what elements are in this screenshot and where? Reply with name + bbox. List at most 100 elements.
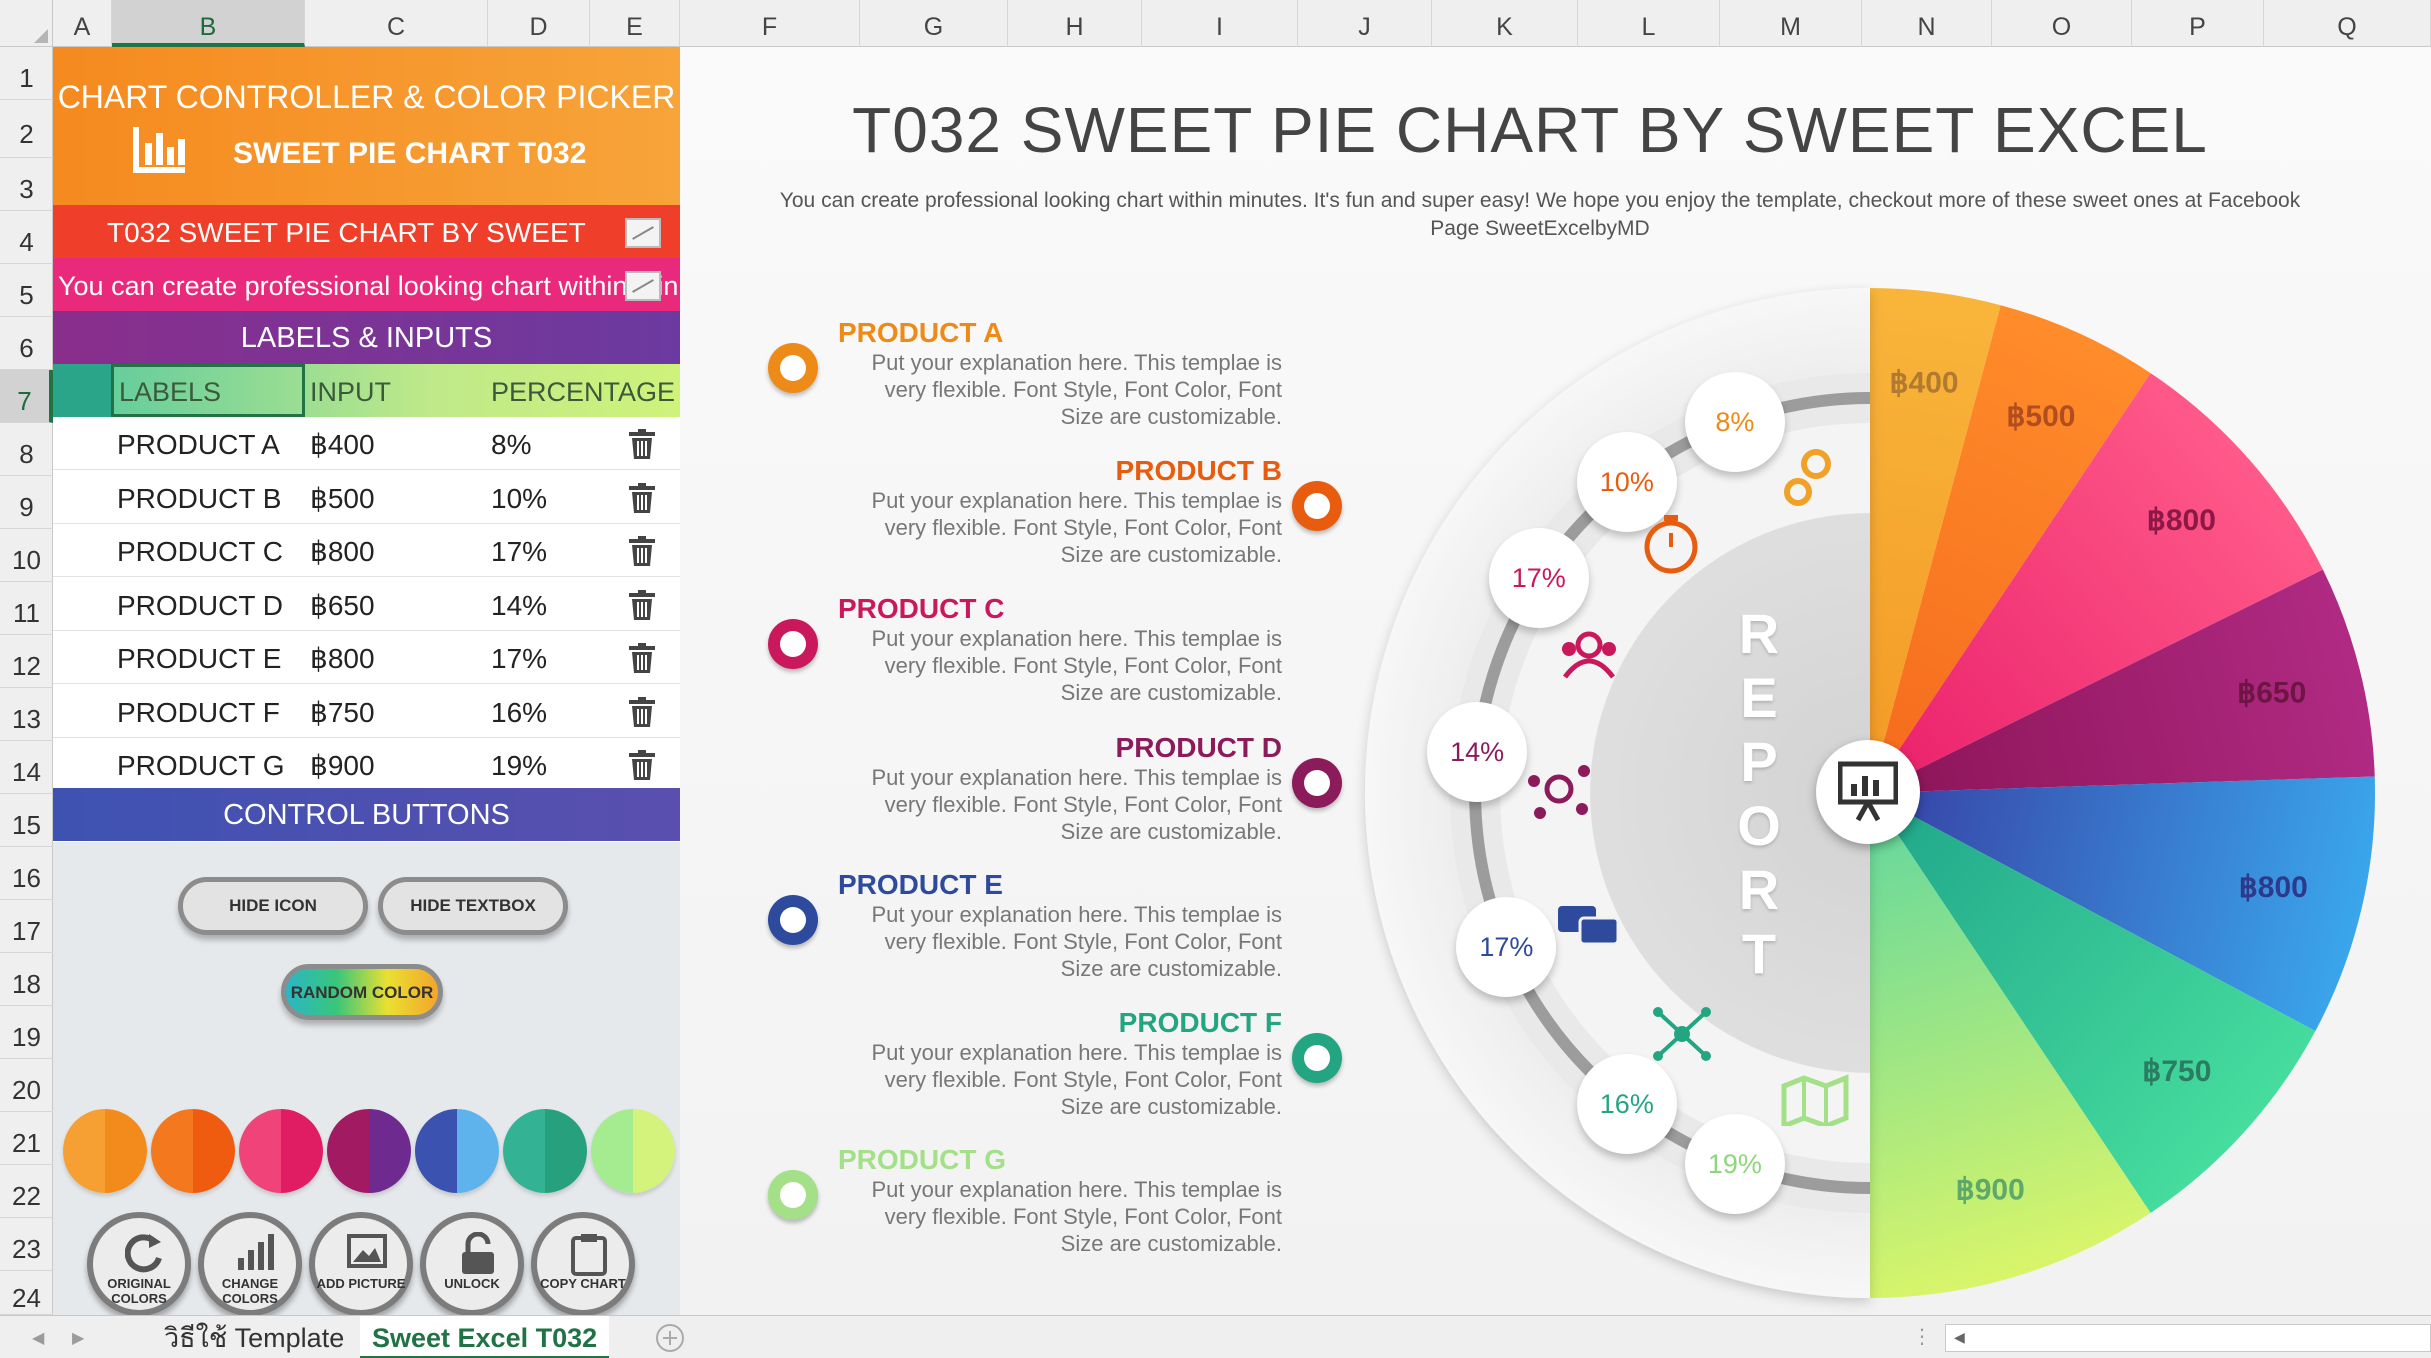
row-header-10[interactable]: 10 [0, 529, 53, 582]
tab-how-to-use[interactable]: วิธีใช้ Template [164, 1323, 345, 1353]
tab-scroll-right-icon[interactable]: ▶ [72, 1330, 85, 1347]
row-label[interactable]: PRODUCT E [117, 643, 282, 674]
original-colors-button[interactable]: ORIGINAL COLORS [87, 1212, 191, 1316]
row-input[interactable]: ฿750 [310, 696, 375, 728]
unlock-button[interactable]: UNLOCK [420, 1212, 524, 1316]
tab-scroll-left-icon[interactable]: ◀ [32, 1330, 45, 1347]
pie-slice-product-c[interactable] [1870, 373, 2323, 793]
row-header-24[interactable]: 24 [0, 1271, 53, 1315]
row-header-15[interactable]: 15 [0, 794, 53, 847]
row-header-17[interactable]: 17 [0, 900, 53, 953]
column-header-d[interactable]: D [488, 0, 590, 47]
column-header-i[interactable]: I [1142, 0, 1298, 47]
pie-slice-product-a[interactable] [1870, 288, 2001, 793]
column-header-e[interactable]: E [590, 0, 680, 47]
row-input[interactable]: ฿900 [310, 750, 375, 781]
trash-icon[interactable] [629, 643, 655, 673]
select-all-corner[interactable] [0, 0, 53, 47]
row-label[interactable]: PRODUCT F [117, 696, 280, 728]
color-swatch[interactable] [239, 1109, 323, 1193]
add-picture-button[interactable]: ADD PICTURE [309, 1212, 413, 1316]
row-header-3[interactable]: 3 [0, 158, 53, 211]
row-percentage[interactable]: 19% [491, 750, 548, 781]
trash-icon[interactable] [629, 482, 655, 513]
row-percentage[interactable]: 10% [491, 482, 548, 514]
row-header-16[interactable]: 16 [0, 847, 53, 900]
row-input[interactable]: ฿800 [310, 643, 375, 674]
column-header-n[interactable]: N [1862, 0, 1992, 47]
pie-slice-product-g[interactable] [1870, 793, 2151, 1298]
row-header-20[interactable]: 20 [0, 1059, 53, 1112]
row-header-1[interactable]: 1 [0, 47, 53, 100]
row-header-19[interactable]: 19 [0, 1006, 53, 1059]
column-header-g[interactable]: G [860, 0, 1008, 47]
trash-icon[interactable] [629, 589, 655, 620]
row-percentage[interactable]: 16% [491, 696, 548, 728]
color-swatch[interactable] [503, 1109, 587, 1193]
row-header-2[interactable]: 2 [0, 100, 53, 158]
column-header-b[interactable]: B [112, 0, 305, 47]
chart-desc-cell[interactable]: You can create professional looking char… [53, 258, 680, 311]
row-percentage[interactable]: 17% [491, 643, 548, 674]
trash-icon[interactable] [629, 696, 655, 727]
color-swatch[interactable] [63, 1109, 147, 1193]
column-header-o[interactable]: O [1992, 0, 2132, 47]
row-header-21[interactable]: 21 [0, 1112, 53, 1165]
row-label[interactable]: PRODUCT B [117, 482, 282, 514]
row-input[interactable]: ฿800 [310, 536, 375, 567]
row-label[interactable]: PRODUCT D [117, 589, 283, 621]
row-input[interactable]: ฿650 [310, 589, 375, 621]
center-presentation-button[interactable] [1816, 740, 1920, 844]
pie-slice-product-b[interactable] [1870, 305, 2151, 793]
column-header-a[interactable]: A [53, 0, 112, 47]
column-header-l[interactable]: L [1578, 0, 1720, 47]
row-header-12[interactable]: 12 [0, 635, 53, 688]
copy-chart-button[interactable]: COPY CHART [531, 1212, 635, 1316]
horizontal-scrollbar[interactable]: ◀ [1945, 1324, 2431, 1352]
color-swatch[interactable] [151, 1109, 235, 1193]
trash-icon[interactable] [629, 429, 655, 459]
row-label[interactable]: PRODUCT G [117, 750, 285, 781]
scroll-left-arrow-icon[interactable]: ◀ [1954, 1329, 1965, 1345]
hide-icon-button[interactable]: HIDE ICON [178, 877, 368, 935]
trash-icon[interactable] [629, 536, 655, 566]
column-header-q[interactable]: Q [2264, 0, 2431, 47]
row-header-4[interactable]: 4 [0, 211, 53, 264]
random-color-button[interactable]: RANDOM COLOR [281, 964, 443, 1020]
row-header-8[interactable]: 8 [0, 423, 53, 476]
column-header-j[interactable]: J [1298, 0, 1432, 47]
row-percentage[interactable]: 8% [491, 429, 532, 460]
row-input[interactable]: ฿500 [310, 482, 375, 514]
column-header-k[interactable]: K [1432, 0, 1578, 47]
row-header-7[interactable]: 7 [0, 370, 53, 423]
column-header-m[interactable]: M [1720, 0, 1862, 47]
row-percentage[interactable]: 14% [491, 589, 548, 621]
column-header-f[interactable]: F [680, 0, 860, 47]
pie-slice-product-f[interactable] [1870, 793, 2316, 1213]
add-sheet-icon[interactable] [654, 1322, 686, 1354]
row-header-6[interactable]: 6 [0, 317, 53, 370]
row-label[interactable]: PRODUCT A [117, 429, 280, 460]
tab-sweet-excel-t032[interactable]: Sweet Excel T032 [360, 1316, 610, 1358]
row-header-5[interactable]: 5 [0, 264, 53, 317]
color-swatch[interactable] [327, 1109, 411, 1193]
row-header-14[interactable]: 14 [0, 741, 53, 794]
row-input[interactable]: ฿400 [310, 429, 375, 460]
hide-textbox-button[interactable]: HIDE TEXTBOX [378, 877, 568, 935]
row-label[interactable]: PRODUCT C [117, 536, 283, 567]
row-percentage[interactable]: 17% [491, 536, 548, 567]
row-header-11[interactable]: 11 [0, 582, 53, 635]
trash-icon[interactable] [629, 750, 655, 780]
row-header-22[interactable]: 22 [0, 1165, 53, 1218]
change-colors-button[interactable]: CHANGE COLORS [198, 1212, 302, 1316]
row-header-23[interactable]: 23 [0, 1218, 53, 1271]
row-header-18[interactable]: 18 [0, 953, 53, 1006]
pie-slice-product-d[interactable] [1870, 569, 2375, 793]
header-cell-a[interactable] [53, 364, 111, 417]
column-header-c[interactable]: C [305, 0, 488, 47]
row-header-9[interactable]: 9 [0, 476, 53, 529]
color-swatch[interactable] [415, 1109, 499, 1193]
row-header-13[interactable]: 13 [0, 688, 53, 741]
pie-slice-product-e[interactable] [1870, 776, 2375, 1032]
column-header-h[interactable]: H [1008, 0, 1142, 47]
